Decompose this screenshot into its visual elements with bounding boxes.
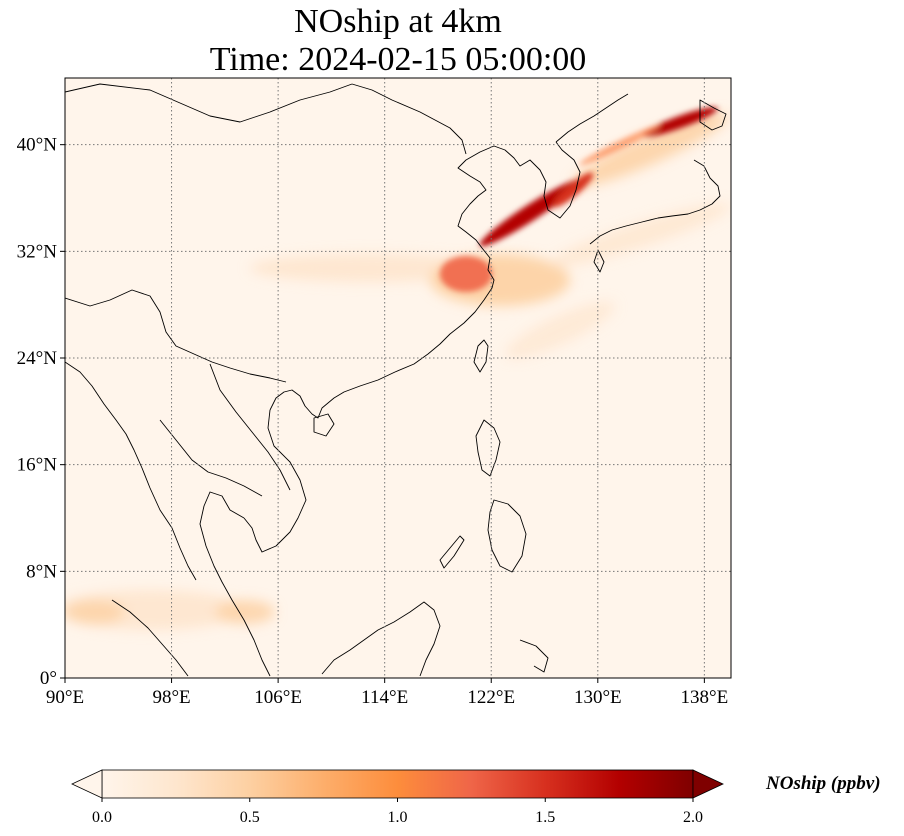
latitude-ticks: 0° 8°N 16°N 24°N 32°N 40°N — [17, 135, 65, 689]
sumatra — [111, 599, 189, 677]
lon-tick-label-0: 90°E — [46, 687, 84, 708]
myanmar-coast — [65, 361, 197, 581]
colorbar-title: NOship (ppbv) — [765, 773, 881, 794]
indochina-coast — [243, 409, 307, 553]
china-coastline — [269, 257, 495, 419]
lon-tick-label-2: 106°E — [254, 687, 302, 708]
plume-hokkaido-band — [642, 107, 718, 137]
mindanao-visayas — [487, 499, 527, 573]
colorbar-gradient — [101, 769, 694, 799]
plume-shanghai-core — [440, 256, 492, 292]
luzon — [475, 419, 501, 477]
map-subtitle-time: Time: 2024-02-15 05:00:00 — [209, 41, 587, 78]
lon-tick-label-5: 130°E — [574, 687, 622, 708]
colorbar: 0.0 0.5 1.0 1.5 2.0 NOship (ppbv) — [71, 769, 881, 826]
sulawesi — [519, 639, 549, 673]
lon-tick-label-6: 138°E — [681, 687, 729, 708]
lat-tick-label-0: 0° — [40, 668, 57, 689]
plume-sea-of-japan — [572, 113, 728, 187]
palawan — [439, 535, 465, 569]
plume-west-band — [250, 254, 490, 282]
plume-gulf-thailand — [215, 600, 275, 624]
colorbar-extend-high — [692, 769, 724, 799]
korea-north-china-coast — [457, 141, 581, 259]
gridlines — [65, 78, 731, 678]
hainan — [313, 413, 335, 437]
plot-frame — [64, 77, 732, 679]
thailand-border — [159, 419, 263, 497]
concentration-field — [65, 107, 731, 630]
plume-yellow-sea-band — [479, 179, 581, 247]
lat-tick-label-2: 16°N — [17, 455, 58, 476]
lon-tick-label-3: 114°E — [361, 687, 408, 708]
russia-coast — [555, 93, 629, 143]
colorbar-tick-label-4: 2.0 — [683, 809, 703, 826]
lon-tick-label-1: 98°E — [152, 687, 190, 708]
plume-honshu-band — [579, 124, 661, 166]
lat-tick-label-4: 32°N — [17, 241, 58, 262]
plume-pacific-east — [549, 203, 731, 267]
colorbar-tick-label-0: 0.0 — [92, 809, 112, 826]
northwest-border — [65, 83, 353, 123]
map-title: NOship at 4km — [294, 3, 502, 40]
laos-vietnam-border — [209, 363, 291, 491]
lat-tick-label-5: 40°N — [17, 135, 58, 156]
gulf-thailand-coast — [199, 491, 271, 677]
mongolia-border — [351, 83, 467, 155]
longitude-ticks: 90°E 98°E 106°E 114°E 122°E 130°E 138°E — [46, 678, 728, 708]
lon-tick-label-4: 122°E — [467, 687, 515, 708]
southwest-borders — [65, 289, 287, 383]
borneo — [321, 601, 441, 677]
plume-south-pacific — [505, 301, 615, 359]
colorbar-tick-label-2: 1.0 — [388, 809, 408, 826]
plume-korea-strait — [552, 172, 594, 208]
plot-background — [65, 78, 731, 678]
coastlines — [65, 83, 727, 677]
japan-hokkaido — [699, 99, 727, 131]
lat-tick-label-1: 8°N — [26, 561, 57, 582]
lat-tick-label-3: 24°N — [17, 348, 58, 369]
taiwan — [473, 339, 489, 373]
japan-honshu — [589, 159, 721, 245]
japan-kyushu — [593, 249, 605, 273]
colorbar-extend-low — [71, 769, 103, 799]
colorbar-ticks: 0.0 0.5 1.0 1.5 2.0 — [92, 798, 703, 826]
colorbar-tick-label-3: 1.5 — [535, 809, 555, 826]
plume-andaman — [65, 600, 125, 624]
colorbar-tick-label-1: 0.5 — [240, 809, 260, 826]
